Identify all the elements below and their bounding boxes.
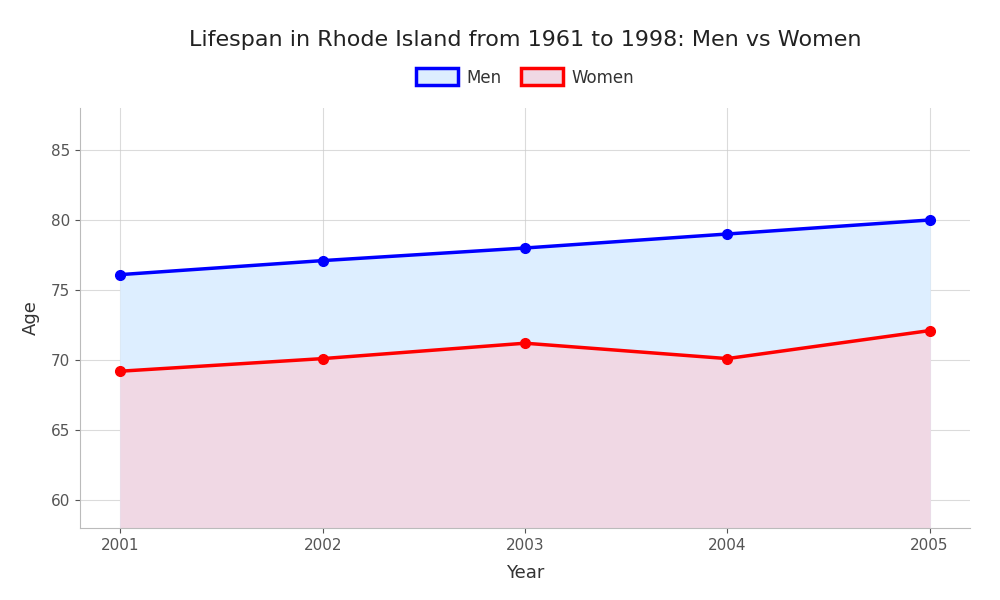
Title: Lifespan in Rhode Island from 1961 to 1998: Men vs Women: Lifespan in Rhode Island from 1961 to 19…	[189, 29, 861, 49]
X-axis label: Year: Year	[506, 564, 544, 582]
Y-axis label: Age: Age	[22, 301, 40, 335]
Legend: Men, Women: Men, Women	[409, 62, 641, 93]
